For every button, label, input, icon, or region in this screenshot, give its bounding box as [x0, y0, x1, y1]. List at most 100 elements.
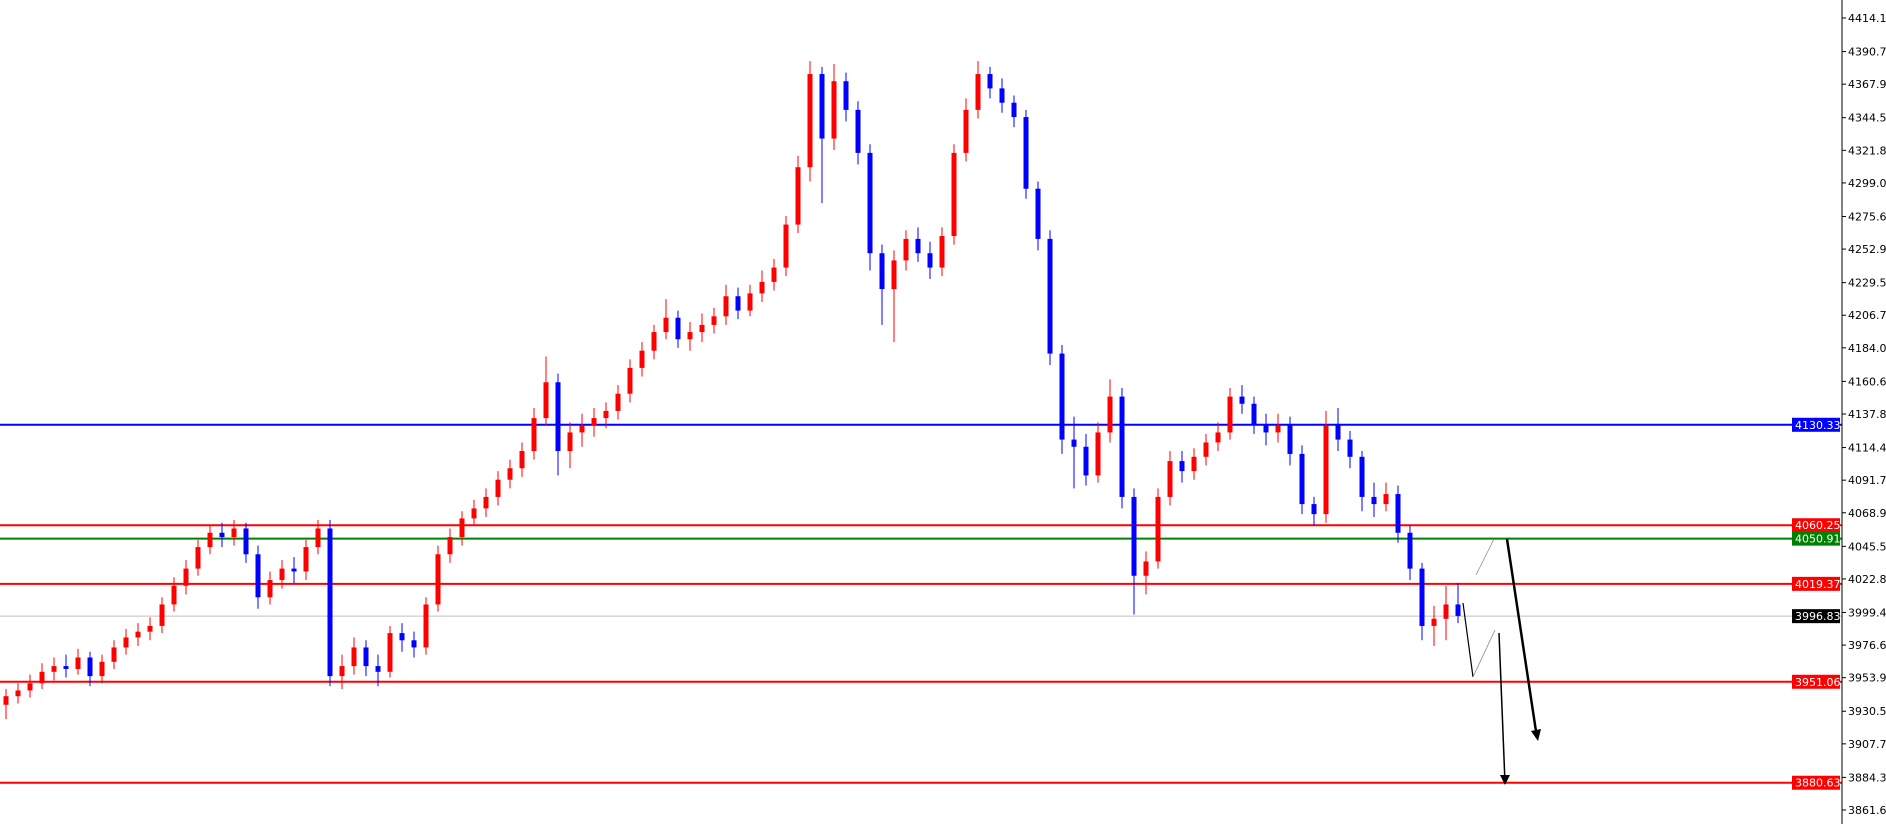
candle-body — [723, 296, 729, 317]
candle-body — [639, 350, 645, 368]
y-tick-label: 3884.35 — [1848, 771, 1886, 784]
candle — [363, 640, 369, 677]
candle-body — [1335, 425, 1341, 440]
candle — [207, 525, 213, 555]
candle — [255, 545, 261, 609]
candle — [183, 560, 189, 595]
candle-body — [123, 637, 129, 648]
y-tick-label: 4160.60 — [1848, 375, 1886, 388]
candle — [1191, 448, 1197, 480]
candle — [531, 408, 537, 460]
candle-body — [567, 432, 573, 452]
candle-body — [1023, 117, 1029, 189]
candle — [975, 61, 981, 119]
candle-body — [783, 224, 789, 268]
candle — [1299, 445, 1305, 515]
candle-body — [1227, 396, 1233, 433]
candle-body — [987, 74, 993, 89]
candle-body — [855, 109, 861, 153]
candle-body — [1131, 496, 1137, 576]
projection-segment — [1472, 629, 1496, 678]
candle — [507, 459, 513, 489]
candle — [1455, 582, 1461, 624]
candle-body — [411, 640, 417, 648]
candle — [1431, 605, 1437, 647]
price-axis[interactable]: 4414.10 4390.70 4367.95 4344.55 4321.80 4299.… — [1842, 12, 1886, 817]
candle-body — [531, 418, 537, 452]
candle — [1263, 413, 1269, 446]
candle — [123, 628, 129, 655]
candle-body — [999, 88, 1005, 103]
candle — [1059, 344, 1065, 454]
candle-body — [1215, 432, 1221, 443]
candle — [135, 623, 141, 647]
candle — [1107, 379, 1113, 443]
candle — [987, 66, 993, 99]
level-price-label-box — [1792, 576, 1840, 591]
candle-body — [459, 518, 465, 538]
candle — [615, 385, 621, 420]
y-tick-label: 3861.60 — [1848, 804, 1886, 817]
y-tick-label: 4252.90 — [1848, 243, 1886, 256]
candle — [327, 519, 333, 687]
projection-segment — [1475, 538, 1495, 576]
candle — [543, 356, 549, 426]
level-price-label-box — [1792, 775, 1840, 790]
candles — [3, 61, 1461, 720]
candle — [963, 98, 969, 162]
candle-body — [687, 332, 693, 340]
projection-segment — [1498, 632, 1506, 784]
candle-body — [1239, 396, 1245, 404]
candle-body — [1419, 568, 1425, 626]
candle — [1023, 109, 1029, 199]
candle — [771, 258, 777, 291]
candle-body — [1311, 504, 1317, 515]
candle — [1359, 451, 1365, 512]
candle-body — [711, 316, 717, 325]
candle — [15, 683, 21, 704]
projection-segment — [1505, 538, 1539, 739]
candle — [627, 359, 633, 403]
y-tick-label: 4091.70 — [1848, 474, 1886, 487]
candle — [447, 528, 453, 563]
candle-body — [387, 633, 393, 672]
candle — [1335, 408, 1341, 452]
y-tick-label: 4137.85 — [1848, 408, 1886, 421]
candle — [819, 66, 825, 204]
candle-body — [339, 666, 345, 677]
candle — [459, 511, 465, 546]
candle — [1167, 451, 1173, 506]
candle — [951, 144, 957, 245]
candle — [747, 284, 753, 317]
candle-body — [279, 568, 285, 581]
candle — [231, 519, 237, 546]
candle-body — [1431, 618, 1437, 626]
candle — [159, 597, 165, 634]
candle — [27, 674, 33, 698]
candle-body — [147, 625, 153, 632]
candle-body — [183, 568, 189, 586]
candle — [483, 488, 489, 518]
candle-body — [171, 585, 177, 605]
candle — [519, 442, 525, 477]
candle-body — [939, 236, 945, 268]
candle — [651, 324, 657, 360]
candle-body — [843, 81, 849, 110]
candle-body — [375, 666, 381, 672]
candle — [867, 144, 873, 271]
candle — [1131, 488, 1137, 615]
candle — [1371, 482, 1377, 518]
candle-body — [75, 657, 81, 669]
candle — [1083, 433, 1089, 486]
candle-body — [207, 532, 213, 548]
candle — [639, 342, 645, 377]
level-price-label: 4050.91 — [1795, 533, 1841, 546]
candle-body — [27, 683, 33, 691]
candle-body — [1371, 496, 1377, 505]
candle-body — [1251, 403, 1257, 426]
candle — [495, 471, 501, 506]
candle — [711, 307, 717, 334]
candle — [675, 310, 681, 348]
y-tick-label: 3999.40 — [1848, 606, 1886, 619]
level-price-label-box — [1792, 531, 1840, 546]
